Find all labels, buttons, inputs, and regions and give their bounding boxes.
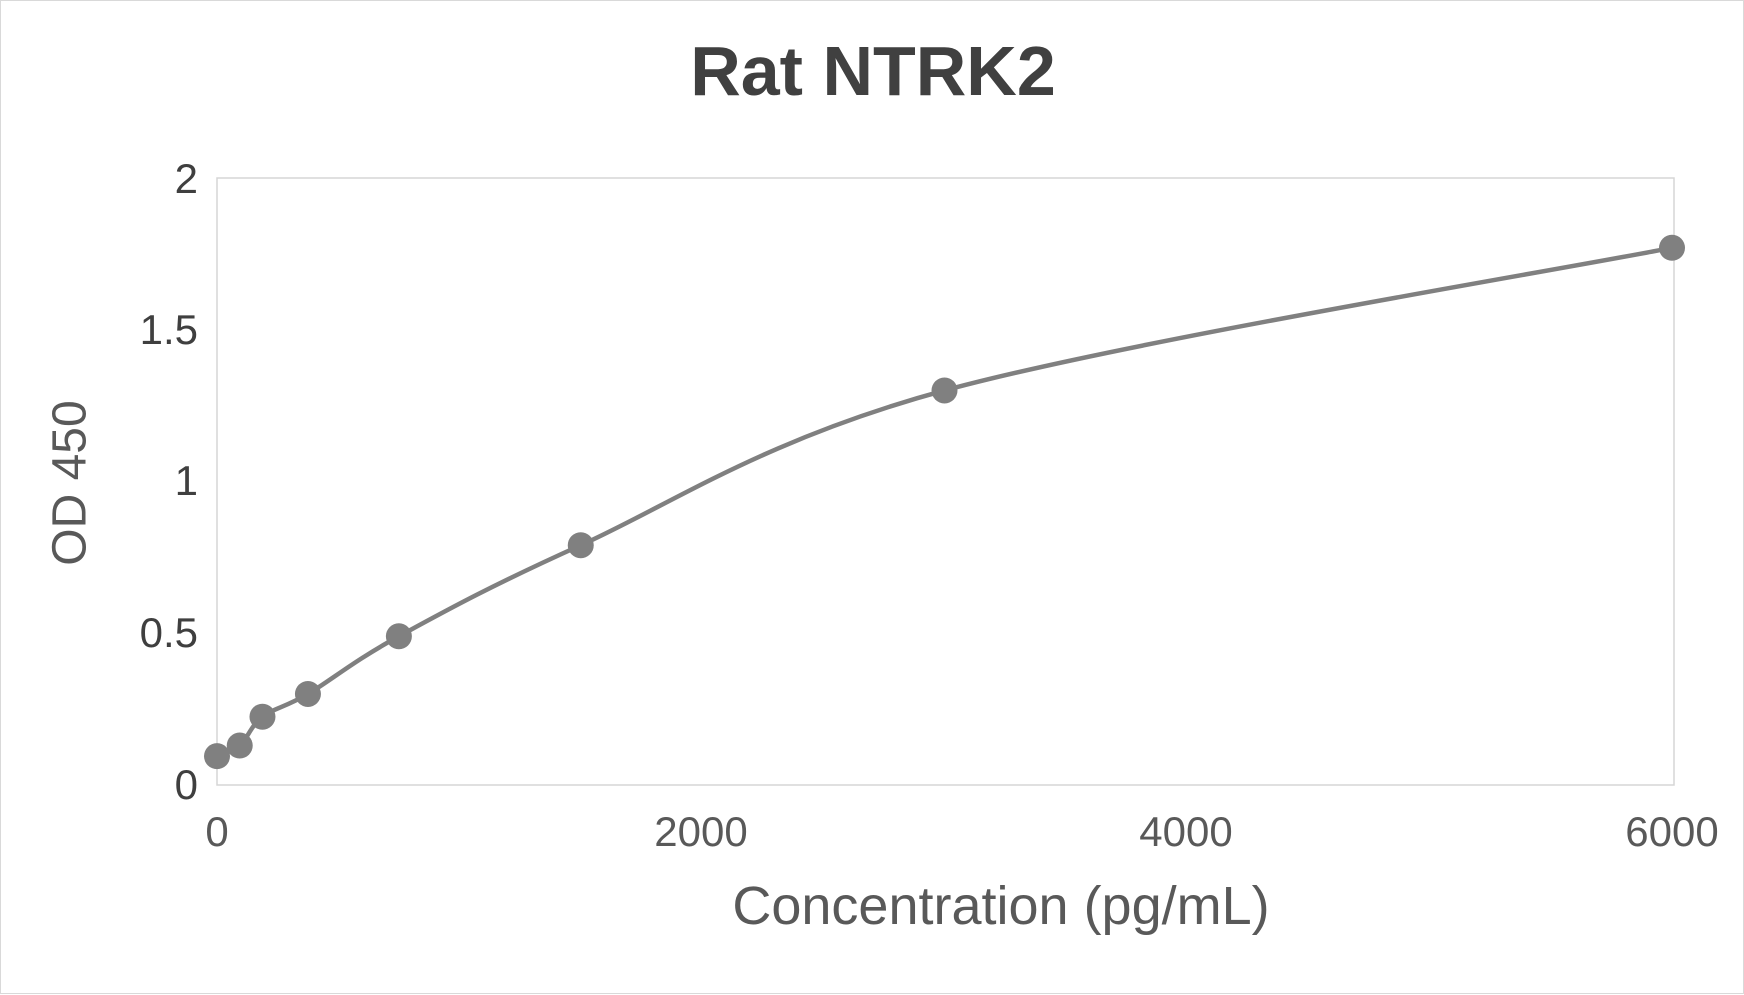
svg-text:1.5: 1.5 [140, 306, 198, 353]
svg-text:2: 2 [175, 155, 198, 202]
svg-text:0.5: 0.5 [140, 609, 198, 656]
svg-text:0: 0 [175, 761, 198, 808]
svg-text:0: 0 [205, 808, 228, 855]
svg-text:Concentration (pg/mL): Concentration (pg/mL) [732, 876, 1269, 936]
svg-text:6000: 6000 [1625, 808, 1718, 855]
svg-text:4000: 4000 [1139, 808, 1232, 855]
svg-text:2000: 2000 [654, 808, 747, 855]
svg-text:OD 450: OD 450 [44, 400, 97, 565]
svg-text:1: 1 [175, 457, 198, 504]
